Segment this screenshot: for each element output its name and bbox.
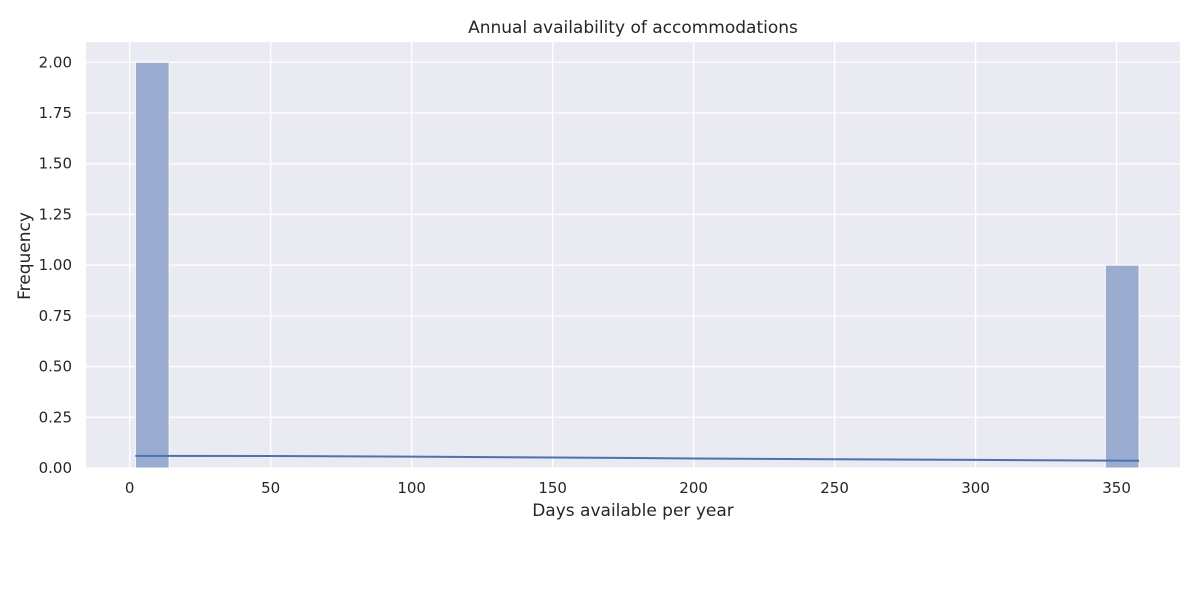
- y-tick-labels: 0.00 0.25 0.50 0.75 1.00 1.25 1.50 1.75 2.00: [39, 53, 72, 477]
- y-tick-label: 0.50: [39, 358, 72, 376]
- y-tick-label: 1.00: [39, 256, 72, 274]
- histogram-bars: [134, 61, 1140, 469]
- x-tick-label: 100: [397, 479, 426, 497]
- histogram-bar: [1104, 264, 1140, 469]
- x-axis-title: Days available per year: [532, 501, 734, 521]
- y-tick-label: 1.75: [39, 104, 72, 122]
- x-tick-label: 150: [538, 479, 567, 497]
- chart-title: Annual availability of accommodations: [468, 18, 798, 38]
- histogram-bar: [134, 61, 170, 469]
- x-tick-label: 300: [961, 479, 990, 497]
- plot-background: [86, 42, 1180, 468]
- y-gridlines: [86, 61, 1180, 469]
- x-tick-label: 250: [820, 479, 849, 497]
- y-tick-label: 1.50: [39, 155, 72, 173]
- x-tick-labels: 0 50 100 150 200 250 300 350: [125, 479, 1131, 497]
- y-tick-label: 1.25: [39, 205, 72, 223]
- y-tick-label: 2.00: [39, 53, 72, 71]
- kde-line: [135, 454, 1140, 462]
- y-tick-label: 0.25: [39, 408, 72, 426]
- y-tick-label: 0.00: [39, 459, 72, 477]
- x-tick-label: 350: [1102, 479, 1131, 497]
- x-tick-label: 50: [261, 479, 280, 497]
- x-tick-label: 200: [679, 479, 708, 497]
- x-tick-label: 0: [125, 479, 135, 497]
- y-axis-title: Frequency: [15, 212, 35, 300]
- y-tick-label: 0.75: [39, 307, 72, 325]
